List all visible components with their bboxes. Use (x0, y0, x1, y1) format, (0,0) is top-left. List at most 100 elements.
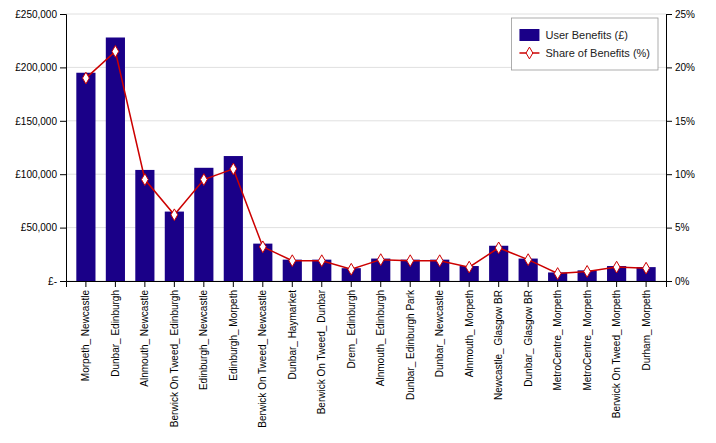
tick-label: Dunbar_ Edinburgh Park (405, 289, 416, 400)
plot: Morpeth_ Newcastle Dunbar_ Edinburgh Alnmo… (15, 9, 695, 428)
marker (141, 174, 148, 186)
tick-label: Edinburgh_ Newcastle (198, 290, 209, 390)
tick: Dunbar_ Edinburgh Park (405, 281, 416, 400)
tick: £150,000 (15, 116, 66, 127)
tick-mark (666, 174, 672, 175)
tick: 15% (666, 116, 695, 127)
marker (112, 45, 119, 57)
tick: 10% (666, 169, 695, 180)
tick: Alnmouth_ Edinburgh (375, 281, 386, 386)
tick-mark (557, 281, 558, 287)
tick-mark (616, 281, 617, 287)
bar (165, 212, 184, 281)
tick: £200,000 (15, 62, 66, 73)
tick: Dunbar_ Edinburgh (110, 281, 121, 377)
tick-label: Alnmouth_ Newcastle (139, 290, 150, 387)
tick-label: MetroCentre_ Morpeth (552, 290, 563, 391)
tick-mark (410, 281, 411, 287)
tick: 0% (666, 276, 690, 287)
marker (466, 261, 473, 273)
legend-swatch (519, 29, 539, 41)
marker (289, 255, 296, 267)
tick: 20% (666, 62, 695, 73)
marker (407, 255, 414, 267)
tick-mark (144, 281, 145, 287)
tick: £50,000 (21, 222, 66, 233)
tick-mark (233, 281, 234, 287)
tick-label: Drem_ Edinburgh (346, 290, 357, 368)
tick-mark (439, 281, 440, 287)
tick: Berwick On Tweed_ Edinburgh (169, 281, 180, 427)
tick-mark (60, 228, 66, 229)
marker (318, 255, 325, 267)
legend: User Benefits (£)Share of Benefits (%) (511, 18, 658, 70)
axis-line (667, 15, 673, 282)
marker (377, 254, 384, 266)
tick-mark (321, 281, 322, 287)
tick: £250,000 (15, 9, 66, 20)
marker (554, 268, 561, 280)
tick: Newcastle_ Glasgow BR (493, 281, 504, 400)
tick-label: Alnmouth_ Edinburgh (375, 290, 386, 386)
marker (83, 72, 90, 84)
axis-line (67, 282, 667, 288)
tick-mark (292, 281, 293, 287)
line-series (83, 45, 650, 279)
tick-label: Berwick On Tweed_ Newcastle (257, 290, 268, 428)
marker (171, 209, 178, 221)
bar (106, 37, 125, 281)
marker (230, 163, 237, 175)
tick-label: Morpeth_ Newcastle (80, 290, 91, 382)
grid-line (66, 174, 666, 175)
y-axis: £- £50,000 £100,000 £150,000 £200,000 £250,00… (15, 9, 66, 287)
tick-label: Dunbar_ Edinburgh (110, 290, 121, 377)
tick-label: 5% (675, 222, 690, 233)
tick-mark (666, 281, 672, 282)
marker (436, 255, 443, 267)
tick-mark (587, 281, 588, 287)
tick-label: Newcastle_ Glasgow BR (493, 290, 504, 400)
legend-marker (526, 47, 533, 59)
tick: Berwick On Tweed_ Newcastle (257, 281, 268, 428)
tick-label: £150,000 (15, 116, 57, 127)
tick-mark (666, 14, 672, 15)
tick-label: £50,000 (21, 222, 58, 233)
tick-mark (380, 281, 381, 287)
tick-mark (60, 174, 66, 175)
tick-mark (666, 121, 672, 122)
tick-mark (60, 14, 66, 15)
tick: Alnmouth_ Newcastle (139, 281, 150, 387)
marker (643, 262, 650, 274)
tick-label: £200,000 (15, 62, 57, 73)
x-axis: Morpeth_ Newcastle Dunbar_ Edinburgh Alnmo… (67, 281, 667, 428)
tick: Drem_ Edinburgh (346, 281, 357, 368)
grid (66, 14, 666, 281)
tick-label: Edinburgh_ Morpeth (228, 290, 239, 381)
bar-series (76, 37, 655, 281)
tick: Alnmouth_ Morpeth (464, 281, 475, 377)
tick: MetroCentre_ Morpeth (582, 281, 593, 391)
tick-mark (666, 67, 672, 68)
tick: £- (48, 276, 66, 287)
tick: Durham_ Morpeth (641, 281, 652, 371)
tick-mark (528, 281, 529, 287)
tick-label: 20% (675, 62, 695, 73)
tick-mark (666, 228, 672, 229)
marks (76, 37, 655, 281)
tick: 5% (666, 222, 690, 233)
legend-box (511, 18, 658, 70)
tick-label: Berwick On Tweed_ Dunbar (316, 289, 327, 414)
bar (224, 156, 243, 281)
tick-label: £- (48, 276, 57, 287)
y2-axis: 0% 5% 10% 15% 20% 25% (666, 9, 695, 287)
tick: Dunbar_ Newcastle (434, 281, 445, 377)
bar (76, 73, 95, 281)
tick-label: Alnmouth_ Morpeth (464, 290, 475, 377)
tick-label: £100,000 (15, 169, 57, 180)
axis-line (60, 15, 67, 282)
marker (495, 242, 502, 254)
tick-label: 25% (675, 9, 695, 20)
bar (194, 168, 213, 281)
tick: 25% (666, 9, 695, 20)
tick-mark (262, 281, 263, 287)
